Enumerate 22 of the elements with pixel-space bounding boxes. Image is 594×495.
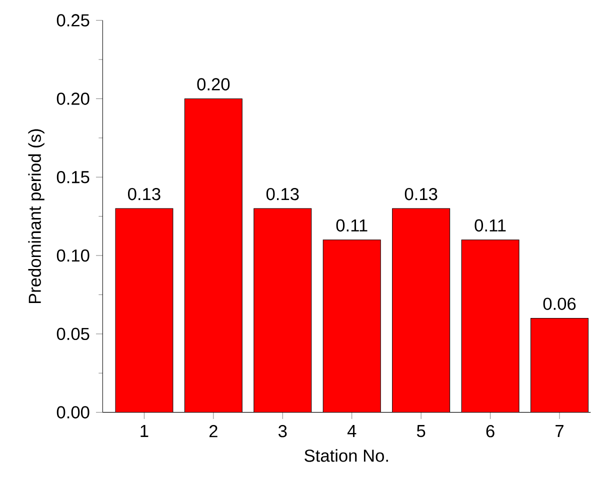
x-axis-title: Station No. <box>304 449 388 462</box>
y-tick-label: 0.25 <box>56 14 90 26</box>
y-tick-label: 0.10 <box>56 249 90 262</box>
x-tick-label: 7 <box>556 425 564 437</box>
x-tick-label: 2 <box>209 425 218 438</box>
data-label: 0.13 <box>404 188 438 200</box>
data-label: 0.20 <box>197 78 230 90</box>
x-tick-label: 5 <box>416 425 426 438</box>
data-label: 0.11 <box>336 219 368 232</box>
data-label: 0.13 <box>266 188 299 200</box>
data-label: 0.06 <box>543 298 576 310</box>
x-tick-label: 3 <box>278 425 287 438</box>
data-label: 0.11 <box>474 219 506 232</box>
data-label: 0.13 <box>128 188 160 200</box>
y-tick-label: 0.15 <box>56 170 90 184</box>
y-tick-label: 0.00 <box>56 406 90 418</box>
x-tick-label: 6 <box>486 425 494 438</box>
x-tick-label: 1 <box>140 425 148 437</box>
y-tick-label: 0.20 <box>56 92 90 105</box>
y-axis-title: Predominant period (s) <box>28 129 44 304</box>
x-tick-label: 4 <box>347 425 356 437</box>
y-tick-label: 0.05 <box>56 328 90 340</box>
